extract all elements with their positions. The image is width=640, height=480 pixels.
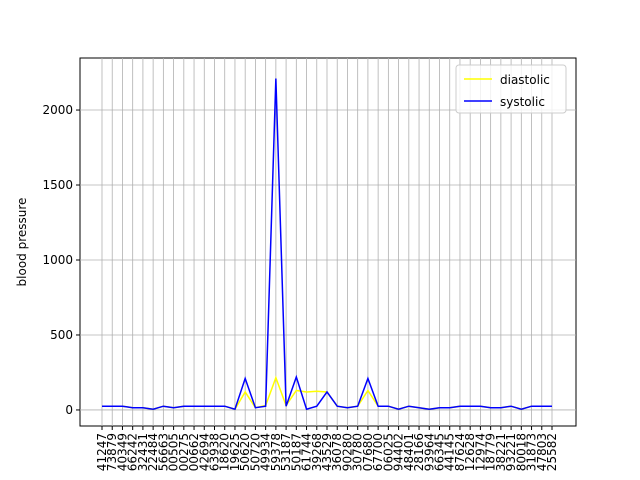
x-tick-label: 66242: [126, 433, 140, 471]
x-tick-label: 30780: [351, 433, 365, 471]
y-tick-label: 2000: [42, 103, 73, 117]
x-tick-label: 93221: [504, 433, 518, 471]
y-axis-label: blood pressure: [15, 198, 29, 287]
x-tick-label: 39268: [310, 433, 324, 471]
x-tick-label: 61744: [300, 433, 314, 471]
x-tick-label: 50187: [289, 433, 303, 471]
y-tick-label: 1500: [42, 178, 73, 192]
y-tick-label: 0: [65, 403, 73, 417]
x-tick-label: 38221: [494, 433, 508, 471]
axes-frame: [79, 57, 577, 427]
x-tick-label: 56663: [156, 433, 170, 471]
x-tick-label: 00505: [167, 433, 181, 471]
x-tick-label: 07680: [361, 433, 375, 471]
grid: [80, 58, 576, 426]
x-tick-label: 36078: [330, 433, 344, 471]
x-tick-label: 50620: [238, 433, 252, 471]
x-tick-label: 90280: [340, 433, 354, 471]
legend-label: systolic: [500, 95, 545, 109]
x-tick-label: 00662: [187, 433, 201, 471]
legend-label: diastolic: [500, 73, 550, 87]
x-tick-label: 32431: [136, 433, 150, 471]
x-tick-label: 31873: [525, 433, 539, 471]
x-tick-label: 28166: [412, 433, 426, 471]
x-tick-label: 67700: [371, 433, 385, 471]
x-tick-label: 80018: [514, 433, 528, 471]
x-tick-label: 66345: [433, 433, 447, 471]
x-tick-label: 44145: [443, 433, 457, 471]
x-tick-label: 63938: [208, 433, 222, 471]
x-tick-label: 42694: [197, 433, 211, 471]
x-tick-label: 49934: [259, 433, 273, 471]
x-tick-label: 06025: [381, 433, 395, 471]
y-tick-label: 1000: [42, 253, 73, 267]
y-tick-label: 500: [50, 328, 73, 342]
x-tick-label: 48401: [402, 433, 416, 471]
x-tick-label: 43529: [320, 433, 334, 471]
x-tick-label: 53187: [279, 433, 293, 471]
x-tick-label: 25582: [545, 433, 559, 471]
x-tick-label: 47803: [535, 433, 549, 471]
x-tick-label: 50720: [248, 433, 262, 471]
x-tick-label: 94402: [392, 433, 406, 471]
x-tick-label: 93964: [422, 433, 436, 471]
x-tick-label: 18620: [218, 433, 232, 471]
x-tick-label: 73879: [105, 433, 119, 471]
x-tick-label: 59378: [269, 433, 283, 471]
x-tick-label: 41247: [95, 433, 109, 471]
x-tick-label: 19625: [228, 433, 242, 471]
x-tick-label: 12974: [473, 433, 487, 471]
x-tick-label: 12628: [463, 433, 477, 471]
x-tick-label: 40349: [115, 433, 129, 471]
x-tick-label: 00275: [177, 433, 191, 471]
data-line: [102, 78, 552, 411]
x-tick-label: 18779: [484, 433, 498, 471]
x-tick-label: 22484: [146, 433, 160, 471]
x-tick-label: 87624: [453, 433, 467, 471]
